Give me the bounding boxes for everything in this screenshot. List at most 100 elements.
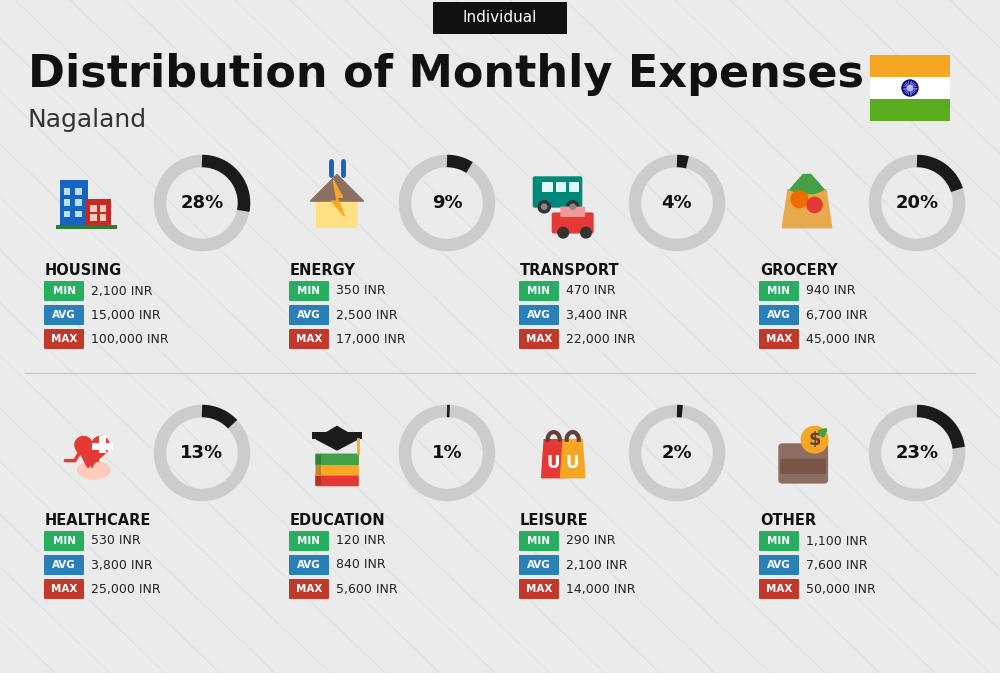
- Text: U: U: [547, 454, 560, 472]
- Text: 940 INR: 940 INR: [806, 285, 856, 297]
- Text: MIN: MIN: [298, 286, 320, 296]
- FancyBboxPatch shape: [569, 182, 579, 192]
- FancyBboxPatch shape: [312, 432, 362, 439]
- FancyBboxPatch shape: [44, 281, 84, 301]
- FancyBboxPatch shape: [289, 281, 329, 301]
- Text: MAX: MAX: [766, 584, 792, 594]
- FancyBboxPatch shape: [759, 555, 799, 575]
- Text: 14,000 INR: 14,000 INR: [566, 583, 636, 596]
- FancyBboxPatch shape: [542, 182, 553, 192]
- Text: 28%: 28%: [180, 194, 224, 212]
- Text: 5,600 INR: 5,600 INR: [336, 583, 398, 596]
- Text: 2,100 INR: 2,100 INR: [91, 285, 152, 297]
- Text: 1%: 1%: [432, 444, 462, 462]
- FancyBboxPatch shape: [289, 579, 329, 599]
- Text: 350 INR: 350 INR: [336, 285, 386, 297]
- Text: 530 INR: 530 INR: [91, 534, 141, 548]
- Polygon shape: [75, 437, 109, 467]
- FancyBboxPatch shape: [759, 531, 799, 551]
- FancyBboxPatch shape: [556, 182, 566, 192]
- Text: 100,000 INR: 100,000 INR: [91, 332, 169, 345]
- Text: 23%: 23%: [895, 444, 939, 462]
- Polygon shape: [316, 427, 358, 450]
- FancyBboxPatch shape: [90, 205, 97, 212]
- FancyBboxPatch shape: [552, 213, 594, 234]
- FancyBboxPatch shape: [60, 180, 88, 226]
- Text: TRANSPORT: TRANSPORT: [520, 263, 620, 278]
- FancyBboxPatch shape: [519, 281, 559, 301]
- Text: 1,100 INR: 1,100 INR: [806, 534, 868, 548]
- Text: MAX: MAX: [766, 334, 792, 344]
- Text: MIN: MIN: [768, 536, 790, 546]
- Polygon shape: [782, 190, 832, 227]
- Text: 3,400 INR: 3,400 INR: [566, 308, 628, 322]
- Circle shape: [807, 197, 822, 213]
- Text: HOUSING: HOUSING: [45, 263, 122, 278]
- Text: 4%: 4%: [662, 194, 692, 212]
- Ellipse shape: [77, 460, 111, 480]
- FancyBboxPatch shape: [289, 531, 329, 551]
- FancyBboxPatch shape: [44, 531, 84, 551]
- Polygon shape: [561, 439, 585, 478]
- Text: MAX: MAX: [51, 584, 77, 594]
- Text: AVG: AVG: [767, 310, 791, 320]
- Text: $: $: [808, 431, 821, 449]
- Circle shape: [558, 227, 569, 238]
- FancyBboxPatch shape: [759, 329, 799, 349]
- Text: 17,000 INR: 17,000 INR: [336, 332, 406, 345]
- Text: MAX: MAX: [296, 584, 322, 594]
- FancyBboxPatch shape: [289, 329, 329, 349]
- Circle shape: [567, 201, 579, 213]
- FancyBboxPatch shape: [759, 305, 799, 325]
- Text: AVG: AVG: [527, 310, 551, 320]
- Circle shape: [581, 227, 591, 238]
- FancyBboxPatch shape: [44, 579, 84, 599]
- FancyBboxPatch shape: [100, 215, 106, 221]
- FancyBboxPatch shape: [64, 199, 70, 206]
- FancyBboxPatch shape: [316, 454, 321, 464]
- Circle shape: [908, 85, 912, 90]
- FancyBboxPatch shape: [519, 305, 559, 325]
- FancyBboxPatch shape: [316, 476, 321, 485]
- Text: 2,100 INR: 2,100 INR: [566, 559, 628, 571]
- Text: Individual: Individual: [463, 11, 537, 26]
- Text: AVG: AVG: [527, 560, 551, 570]
- FancyBboxPatch shape: [100, 205, 106, 212]
- Text: 6,700 INR: 6,700 INR: [806, 308, 868, 322]
- Text: 2%: 2%: [662, 444, 692, 462]
- Text: OTHER: OTHER: [760, 513, 816, 528]
- FancyBboxPatch shape: [870, 99, 950, 121]
- Text: AVG: AVG: [297, 560, 321, 570]
- Polygon shape: [790, 174, 824, 194]
- FancyBboxPatch shape: [519, 579, 559, 599]
- Polygon shape: [310, 174, 364, 201]
- Text: 45,000 INR: 45,000 INR: [806, 332, 876, 345]
- FancyBboxPatch shape: [44, 329, 84, 349]
- FancyBboxPatch shape: [56, 225, 117, 229]
- FancyBboxPatch shape: [519, 531, 559, 551]
- Polygon shape: [331, 180, 345, 216]
- FancyBboxPatch shape: [780, 458, 826, 474]
- Text: HEALTHCARE: HEALTHCARE: [45, 513, 151, 528]
- FancyBboxPatch shape: [316, 201, 358, 227]
- Polygon shape: [542, 439, 566, 478]
- Text: U: U: [566, 454, 579, 472]
- Text: 20%: 20%: [895, 194, 939, 212]
- Text: GROCERY: GROCERY: [760, 263, 838, 278]
- FancyBboxPatch shape: [289, 305, 329, 325]
- Text: 3,800 INR: 3,800 INR: [91, 559, 153, 571]
- Text: 9%: 9%: [432, 194, 462, 212]
- FancyBboxPatch shape: [90, 215, 97, 221]
- Text: 25,000 INR: 25,000 INR: [91, 583, 161, 596]
- FancyBboxPatch shape: [316, 465, 321, 474]
- Circle shape: [791, 191, 808, 207]
- Text: 470 INR: 470 INR: [566, 285, 616, 297]
- Circle shape: [542, 204, 547, 209]
- FancyBboxPatch shape: [870, 77, 950, 99]
- Text: Distribution of Monthly Expenses: Distribution of Monthly Expenses: [28, 53, 864, 96]
- FancyBboxPatch shape: [315, 464, 359, 476]
- Text: AVG: AVG: [767, 560, 791, 570]
- Text: 120 INR: 120 INR: [336, 534, 386, 548]
- Text: MIN: MIN: [52, 536, 76, 546]
- Text: MIN: MIN: [52, 286, 76, 296]
